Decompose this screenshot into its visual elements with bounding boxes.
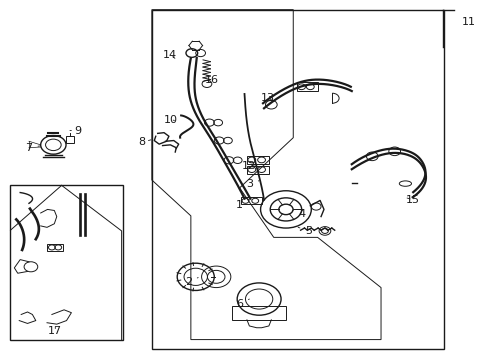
Text: 15: 15: [405, 195, 419, 205]
Text: 14: 14: [163, 50, 177, 60]
Text: 17: 17: [48, 326, 62, 336]
Text: 9: 9: [70, 126, 81, 135]
Bar: [246, 156, 268, 164]
Bar: [10, 185, 122, 339]
Text: 7: 7: [25, 143, 40, 153]
Text: 5: 5: [298, 226, 312, 236]
Text: 6: 6: [236, 299, 249, 309]
Text: 4: 4: [292, 209, 305, 219]
Text: 13: 13: [261, 93, 274, 103]
Text: 16: 16: [204, 75, 218, 85]
Text: 2: 2: [184, 277, 198, 287]
Text: 1: 1: [236, 200, 249, 210]
Bar: [152, 10, 444, 348]
Text: 10: 10: [163, 115, 177, 125]
Bar: [246, 166, 268, 174]
Bar: [65, 135, 74, 143]
Bar: [240, 197, 262, 204]
Text: 11: 11: [461, 17, 475, 27]
Text: 8: 8: [138, 138, 151, 147]
Text: 3: 3: [245, 179, 259, 189]
Bar: [232, 306, 285, 320]
Bar: [47, 244, 62, 251]
Text: 12: 12: [242, 161, 256, 171]
Bar: [297, 82, 317, 91]
